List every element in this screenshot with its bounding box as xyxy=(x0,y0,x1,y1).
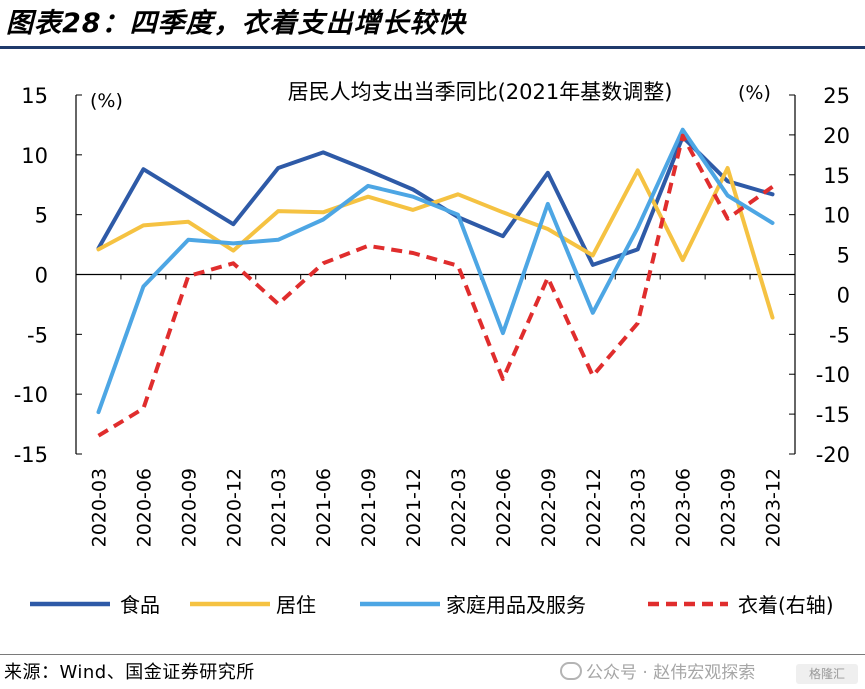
right-axis-unit: (%) xyxy=(738,82,771,104)
legend-label: 居住 xyxy=(276,593,316,617)
chart-legend: 食品 居住 家庭用品及服务 衣着(右轴) xyxy=(30,593,834,617)
x-tick-label: 2021-03 xyxy=(268,468,290,547)
x-tick-label: 2023-03 xyxy=(628,468,650,547)
x-tick-label: 2020-12 xyxy=(223,468,245,547)
series-line xyxy=(96,166,775,320)
left-tick-label: 0 xyxy=(35,264,48,288)
right-tick-label: 25 xyxy=(823,84,850,108)
x-tick-label: 2023-09 xyxy=(718,468,740,547)
right-tick-label: 20 xyxy=(823,124,850,148)
x-tick-label: 2020-09 xyxy=(178,468,200,547)
wechat-icon xyxy=(560,662,582,680)
chart-title: 居民人均支出当季同比(2021年基数调整) xyxy=(288,80,673,104)
title-rule xyxy=(0,46,865,49)
x-tick-label: 2022-12 xyxy=(583,468,605,547)
left-tick-label: -15 xyxy=(14,443,48,467)
left-tick-label: -10 xyxy=(14,383,48,407)
right-tick-label: 0 xyxy=(837,283,850,307)
left-tick-label: 5 xyxy=(35,204,48,228)
x-tick-label: 2023-06 xyxy=(673,468,695,547)
figure-title: 图表28：四季度，衣着支出增长较快 xyxy=(6,8,466,39)
watermark-badge: 格隆汇 xyxy=(796,664,858,684)
x-tick-label: 2020-03 xyxy=(88,468,110,547)
left-tick-label: 15 xyxy=(21,84,48,108)
right-tick-label: -15 xyxy=(816,403,850,427)
left-axis-unit: (%) xyxy=(90,90,123,112)
x-tick-label: 2020-06 xyxy=(133,468,155,547)
legend-label: 家庭用品及服务 xyxy=(446,593,586,617)
watermark: 公众号 · 赵伟宏观探索 xyxy=(560,660,755,686)
right-tick-label: 15 xyxy=(823,164,850,188)
chart-labels: 居民人均支出当季同比(2021年基数调整) (%) (%) 15 10 5 0 -5 -1… xyxy=(14,80,850,547)
right-tick-label: 10 xyxy=(823,204,850,228)
legend-label: 食品 xyxy=(120,593,160,617)
legend-label: 衣着(右轴) xyxy=(738,593,834,617)
watermark-text: 公众号 · 赵伟宏观探索 xyxy=(586,663,756,683)
right-tick-label: -10 xyxy=(816,363,850,387)
x-tick-label: 2021-06 xyxy=(313,468,335,547)
x-tick-label: 2021-12 xyxy=(403,468,425,547)
x-tick-label: 2022-06 xyxy=(493,468,515,547)
x-tick-label: 2023-12 xyxy=(763,468,785,547)
right-tick-label: -20 xyxy=(816,443,850,467)
series-line xyxy=(97,133,774,438)
source-note: 来源：Wind、国金证券研究所 xyxy=(4,662,255,683)
left-tick-label: 10 xyxy=(21,144,48,168)
left-tick-label: -5 xyxy=(27,323,48,347)
right-tick-label: -5 xyxy=(829,323,850,347)
chart-series xyxy=(96,127,775,438)
right-tick-label: 5 xyxy=(837,244,850,268)
source-rule xyxy=(0,654,865,655)
x-tick-label: 2022-09 xyxy=(538,468,560,547)
chart-axes xyxy=(75,94,796,455)
x-tick-label: 2022-03 xyxy=(448,468,470,547)
x-tick-label: 2021-09 xyxy=(358,468,380,547)
series-line xyxy=(96,127,775,415)
